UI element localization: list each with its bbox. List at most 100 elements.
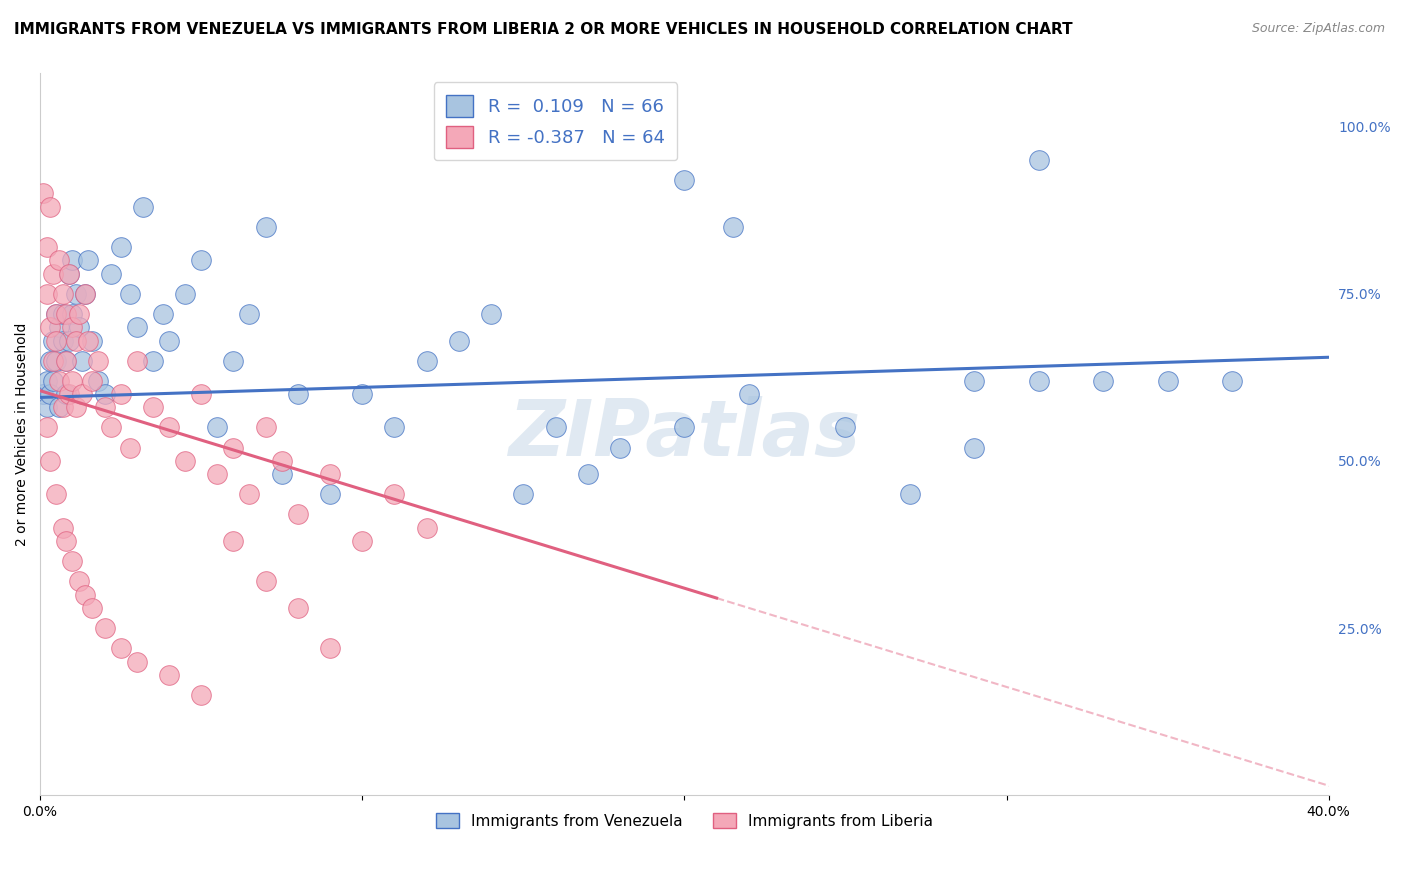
Point [447,334,470,348]
Point [319,487,342,501]
Point [1028,374,1050,388]
Point [52,401,75,415]
Point [352,387,374,401]
Point [415,521,437,535]
Point [60,253,83,268]
Point [1028,153,1050,167]
Point [80,601,103,615]
Point [80,334,103,348]
Point [544,420,567,434]
Point [352,534,374,549]
Point [42,353,65,368]
Point [77,334,100,348]
Point [152,307,174,321]
Point [834,420,856,434]
Point [157,420,180,434]
Point [898,487,921,501]
Point [110,387,132,401]
Y-axis label: 2 or more Vehicles in Household: 2 or more Vehicles in Household [15,323,30,546]
Point [384,487,406,501]
Point [58,387,80,401]
Point [35,286,58,301]
Point [35,374,58,388]
Point [721,219,744,234]
Point [75,286,97,301]
Point [55,534,77,549]
Point [55,353,77,368]
Point [48,253,70,268]
Point [58,267,80,281]
Point [75,588,97,602]
Point [576,467,599,482]
Point [142,401,165,415]
Point [45,487,67,501]
Point [42,267,65,281]
Point [110,641,132,656]
Point [238,307,260,321]
Point [174,286,197,301]
Point [207,467,229,482]
Point [270,454,292,468]
Point [52,286,75,301]
Point [963,441,986,455]
Point [65,286,87,301]
Point [238,487,260,501]
Point [55,387,77,401]
Point [60,374,83,388]
Point [157,668,180,682]
Point [254,574,277,589]
Point [75,286,97,301]
Point [77,253,100,268]
Point [512,487,534,501]
Point [319,467,342,482]
Point [60,320,83,334]
Point [415,353,437,368]
Point [58,334,80,348]
Point [479,307,502,321]
Point [67,320,90,334]
Point [52,307,75,321]
Text: ZIPatlas: ZIPatlas [508,396,860,472]
Point [93,401,115,415]
Point [207,420,229,434]
Point [32,186,55,201]
Point [384,420,406,434]
Point [38,200,60,214]
Point [1220,374,1243,388]
Point [287,508,309,522]
Point [174,454,197,468]
Point [132,200,155,214]
Point [319,641,342,656]
Point [45,307,67,321]
Point [80,374,103,388]
Point [190,253,212,268]
Point [55,307,77,321]
Point [87,353,110,368]
Point [963,374,986,388]
Point [45,334,67,348]
Point [38,387,60,401]
Point [125,353,148,368]
Point [38,353,60,368]
Point [110,240,132,254]
Point [65,401,87,415]
Point [60,554,83,568]
Point [70,387,93,401]
Point [87,374,110,388]
Point [58,267,80,281]
Point [222,534,245,549]
Point [222,441,245,455]
Point [42,374,65,388]
Point [190,387,212,401]
Point [93,387,115,401]
Text: IMMIGRANTS FROM VENEZUELA VS IMMIGRANTS FROM LIBERIA 2 OR MORE VEHICLES IN HOUSE: IMMIGRANTS FROM VENEZUELA VS IMMIGRANTS … [14,22,1073,37]
Point [67,574,90,589]
Point [52,521,75,535]
Point [38,320,60,334]
Point [48,374,70,388]
Point [60,307,83,321]
Point [1092,374,1115,388]
Point [55,353,77,368]
Point [1156,374,1178,388]
Point [52,334,75,348]
